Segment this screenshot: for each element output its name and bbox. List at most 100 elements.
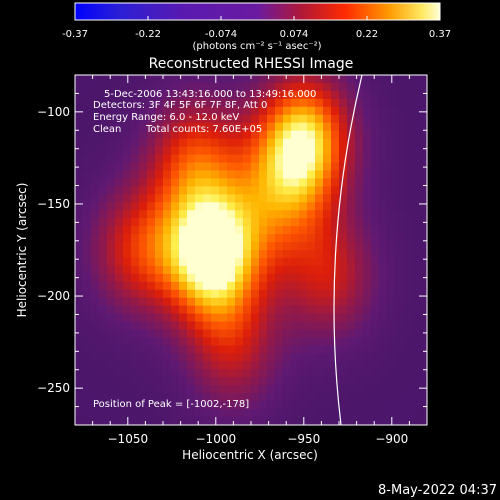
heatmap-cell <box>259 361 268 370</box>
heatmap-cell <box>323 250 332 259</box>
heatmap-cell <box>115 289 124 299</box>
heatmap-cell <box>323 409 332 418</box>
heatmap-cell <box>355 273 364 283</box>
heatmap-cell <box>243 75 252 84</box>
heatmap-cell <box>243 138 252 148</box>
heatmap-cell <box>395 401 404 410</box>
heatmap-cell <box>195 194 204 203</box>
heatmap-cell <box>283 218 292 227</box>
heatmap-cell <box>291 313 300 323</box>
heatmap-cell <box>203 146 212 156</box>
heatmap-cell <box>339 234 348 243</box>
heatmap-cell <box>283 401 292 410</box>
heatmap-cell <box>299 265 308 275</box>
heatmap-cell <box>315 106 324 116</box>
heatmap-cell <box>347 234 356 243</box>
heatmap-cell <box>203 242 212 251</box>
heatmap-cell <box>275 297 284 307</box>
heatmap-cell <box>99 98 108 108</box>
heatmap-cell <box>251 401 260 410</box>
heatmap-cell <box>107 353 116 362</box>
heatmap-cell <box>75 417 84 425</box>
heatmap-cell <box>403 273 412 283</box>
heatmap-cell <box>299 305 308 315</box>
heatmap-cell <box>155 417 164 425</box>
colorbar-tick-label: 0.22 <box>356 29 378 40</box>
heatmap-cell <box>355 130 364 140</box>
heatmap-cell <box>387 130 396 140</box>
heatmap-cell <box>355 305 364 315</box>
heatmap-cell <box>243 202 252 211</box>
heatmap-cell <box>219 130 228 140</box>
heatmap-cell <box>379 265 388 275</box>
heatmap-cell <box>347 401 356 410</box>
heatmap-cell <box>171 393 180 402</box>
heatmap-cell <box>267 377 276 386</box>
heatmap-cell <box>307 130 316 140</box>
heatmap-cell <box>331 106 340 116</box>
x-tick-label: −1000 <box>196 432 237 446</box>
heatmap-cell <box>403 329 412 339</box>
heatmap-cell <box>315 329 324 339</box>
heatmap-cell <box>267 154 276 164</box>
heatmap-cell <box>99 170 108 180</box>
heatmap-cell <box>331 75 340 84</box>
heatmap-cell <box>355 353 364 362</box>
heatmap-cell <box>259 194 268 203</box>
heatmap-cell <box>331 202 340 211</box>
heatmap-cell <box>363 194 372 203</box>
heatmap-cell <box>315 122 324 132</box>
heatmap-cell <box>179 234 188 243</box>
heatmap-cell <box>195 162 204 172</box>
heatmap-cell <box>75 361 84 370</box>
heatmap-cell <box>195 273 204 283</box>
heatmap-cell <box>131 154 140 164</box>
heatmap-cell <box>203 154 212 164</box>
heatmap-cell <box>243 146 252 156</box>
heatmap-cell <box>283 130 292 140</box>
heatmap-cell <box>339 226 348 235</box>
heatmap-cell <box>395 75 404 84</box>
heatmap-cell <box>267 114 276 124</box>
heatmap-cell <box>411 353 420 362</box>
heatmap-cell <box>323 82 332 92</box>
heatmap-cell <box>363 242 372 251</box>
heatmap-cell <box>419 106 427 116</box>
heatmap-cell <box>155 361 164 370</box>
heatmap-cell <box>395 170 404 180</box>
heatmap-cell <box>339 82 348 92</box>
heatmap-cell <box>363 114 372 124</box>
heatmap-cell <box>267 202 276 211</box>
heatmap-cell <box>219 138 228 148</box>
heatmap-cell <box>387 385 396 394</box>
heatmap-cell <box>203 361 212 370</box>
heatmap-cell <box>403 409 412 418</box>
colorbar-tick-label: -0.074 <box>205 29 237 40</box>
heatmap-cell <box>235 75 244 84</box>
heatmap-cell <box>347 130 356 140</box>
heatmap-cell <box>275 114 284 124</box>
heatmap-cell <box>403 337 412 347</box>
heatmap-cell <box>91 297 100 307</box>
heatmap-cell <box>419 98 427 108</box>
heatmap-cell <box>371 417 380 425</box>
heatmap-cell <box>115 194 124 203</box>
heatmap-cell <box>347 257 356 267</box>
heatmap-cell <box>299 226 308 235</box>
heatmap-cell <box>171 385 180 394</box>
heatmap-cell <box>171 98 180 108</box>
heatmap-cell <box>251 297 260 307</box>
heatmap-cell <box>155 122 164 132</box>
heatmap-cell <box>251 385 260 394</box>
heatmap-cell <box>227 75 236 84</box>
heatmap-cell <box>307 281 316 291</box>
heatmap-cell <box>195 154 204 164</box>
heatmap-cell <box>411 345 420 355</box>
heatmap-cell <box>395 265 404 275</box>
heatmap-cell <box>395 369 404 378</box>
heatmap-cell <box>403 114 412 124</box>
heatmap-cell <box>283 106 292 116</box>
heatmap-cell <box>195 210 204 219</box>
heatmap-cell <box>283 377 292 386</box>
heatmap-cell <box>83 218 92 227</box>
